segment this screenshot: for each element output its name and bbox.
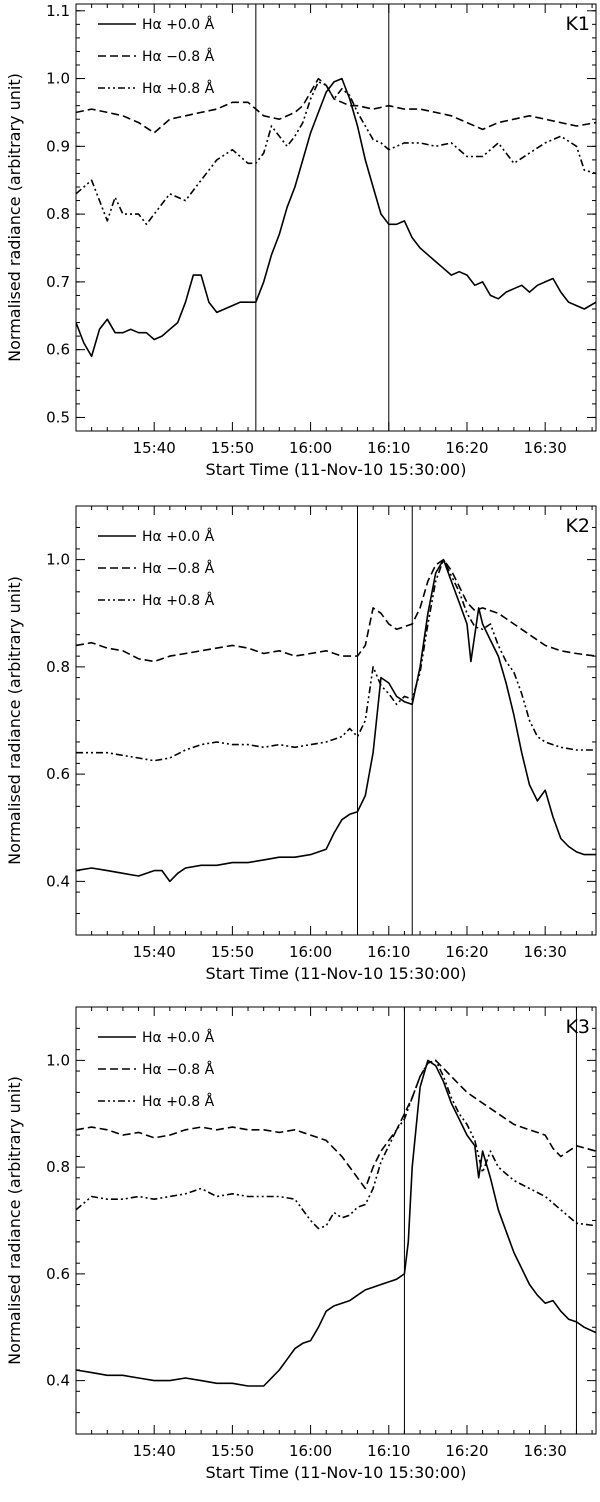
series-line-blue-wing (76, 1059, 596, 1190)
y-tick-label: 0.6 (46, 341, 70, 359)
chart-panel-k2: 15:40 15:50 16:00 16:10 16:20 16:30 0.4 0.6 0.8 1… (5, 505, 597, 983)
series-line-blue-wing (76, 558, 596, 663)
legend-entry-label: Hα −0.8 Å (142, 560, 215, 577)
y-tick-label: 0.6 (46, 1265, 70, 1283)
y-tick-label: 1.0 (46, 1051, 70, 1069)
y-tick-label: 0.5 (46, 408, 70, 426)
y-tick-label: 0.8 (46, 658, 70, 676)
series-line-core (76, 1059, 596, 1387)
y-tick-label: 0.6 (46, 765, 70, 783)
x-tick-label: 15:40 (133, 1442, 176, 1460)
x-tick-label: 16:30 (524, 943, 567, 961)
y-axis-label: Normalised radiance (arbitrary unit) (5, 576, 24, 865)
y-axis-label: Normalised radiance (arbitrary unit) (5, 1076, 24, 1365)
x-tick-label: 16:10 (367, 943, 410, 961)
legend-entry-label: Hα +0.8 Å (142, 592, 215, 609)
chart-panel-k1: 15:40 15:50 16:00 16:10 16:20 16:30 0.5 0.6 0.7 0… (5, 2, 597, 479)
x-axis-label: Start Time (11-Nov-10 15:30:00) (206, 1463, 467, 1482)
x-tick-label: 16:30 (524, 1442, 567, 1460)
x-tick-label: 16:00 (289, 439, 332, 457)
y-tick-label: 0.9 (46, 137, 70, 155)
x-tick-label: 16:20 (445, 1442, 488, 1460)
legend-entry-label: Hα +0.8 Å (142, 80, 215, 97)
x-tick-label: 16:20 (445, 439, 488, 457)
legend-entry-label: Hα −0.8 Å (142, 48, 215, 65)
legend-entry-label: Hα +0.0 Å (142, 1029, 215, 1046)
x-tick-label: 16:00 (289, 943, 332, 961)
y-tick-label: 1.0 (46, 551, 70, 569)
y-tick-label: 1.1 (46, 2, 70, 20)
y-tick-label: 0.8 (46, 1158, 70, 1176)
y-tick-label: 0.7 (46, 273, 70, 291)
x-tick-label: 15:40 (133, 943, 176, 961)
series-line-red-wing (76, 81, 596, 226)
x-tick-label: 16:10 (367, 1442, 410, 1460)
x-tick-label: 16:30 (524, 439, 567, 457)
series-line-core (76, 77, 596, 358)
x-tick-label: 16:00 (289, 1442, 332, 1460)
panel-label: K3 (565, 1016, 590, 1038)
y-tick-label: 0.4 (46, 1372, 70, 1390)
series-line-blue-wing (76, 77, 596, 134)
y-axis-label: Normalised radiance (arbitrary unit) (5, 73, 24, 362)
series-line-red-wing (76, 558, 596, 762)
x-tick-label: 15:50 (211, 439, 254, 457)
x-tick-label: 16:20 (445, 943, 488, 961)
series-line-red-wing (76, 1059, 596, 1230)
x-axis-label: Start Time (11-Nov-10 15:30:00) (206, 964, 467, 983)
y-tick-label: 0.4 (46, 872, 70, 890)
chart-panel-k3: 15:40 15:50 16:00 16:10 16:20 16:30 0.4 0.6 0.8 1… (5, 1006, 597, 1482)
plot-frame (75, 3, 597, 432)
legend-entry-label: Hα −0.8 Å (142, 1061, 215, 1078)
x-axis-label: Start Time (11-Nov-10 15:30:00) (206, 460, 467, 479)
x-tick-label: 15:50 (211, 1442, 254, 1460)
legend-entry-label: Hα +0.0 Å (142, 16, 215, 33)
series-line-core (76, 558, 596, 883)
x-tick-label: 15:40 (133, 439, 176, 457)
panel-label: K1 (565, 13, 590, 35)
x-tick-label: 16:10 (367, 439, 410, 457)
legend-entry-label: Hα +0.8 Å (142, 1093, 215, 1110)
y-tick-label: 0.8 (46, 205, 70, 223)
panel-label: K2 (565, 515, 590, 537)
legend-entry-label: Hα +0.0 Å (142, 528, 215, 545)
x-tick-label: 15:50 (211, 943, 254, 961)
y-tick-label: 1.0 (46, 70, 70, 88)
